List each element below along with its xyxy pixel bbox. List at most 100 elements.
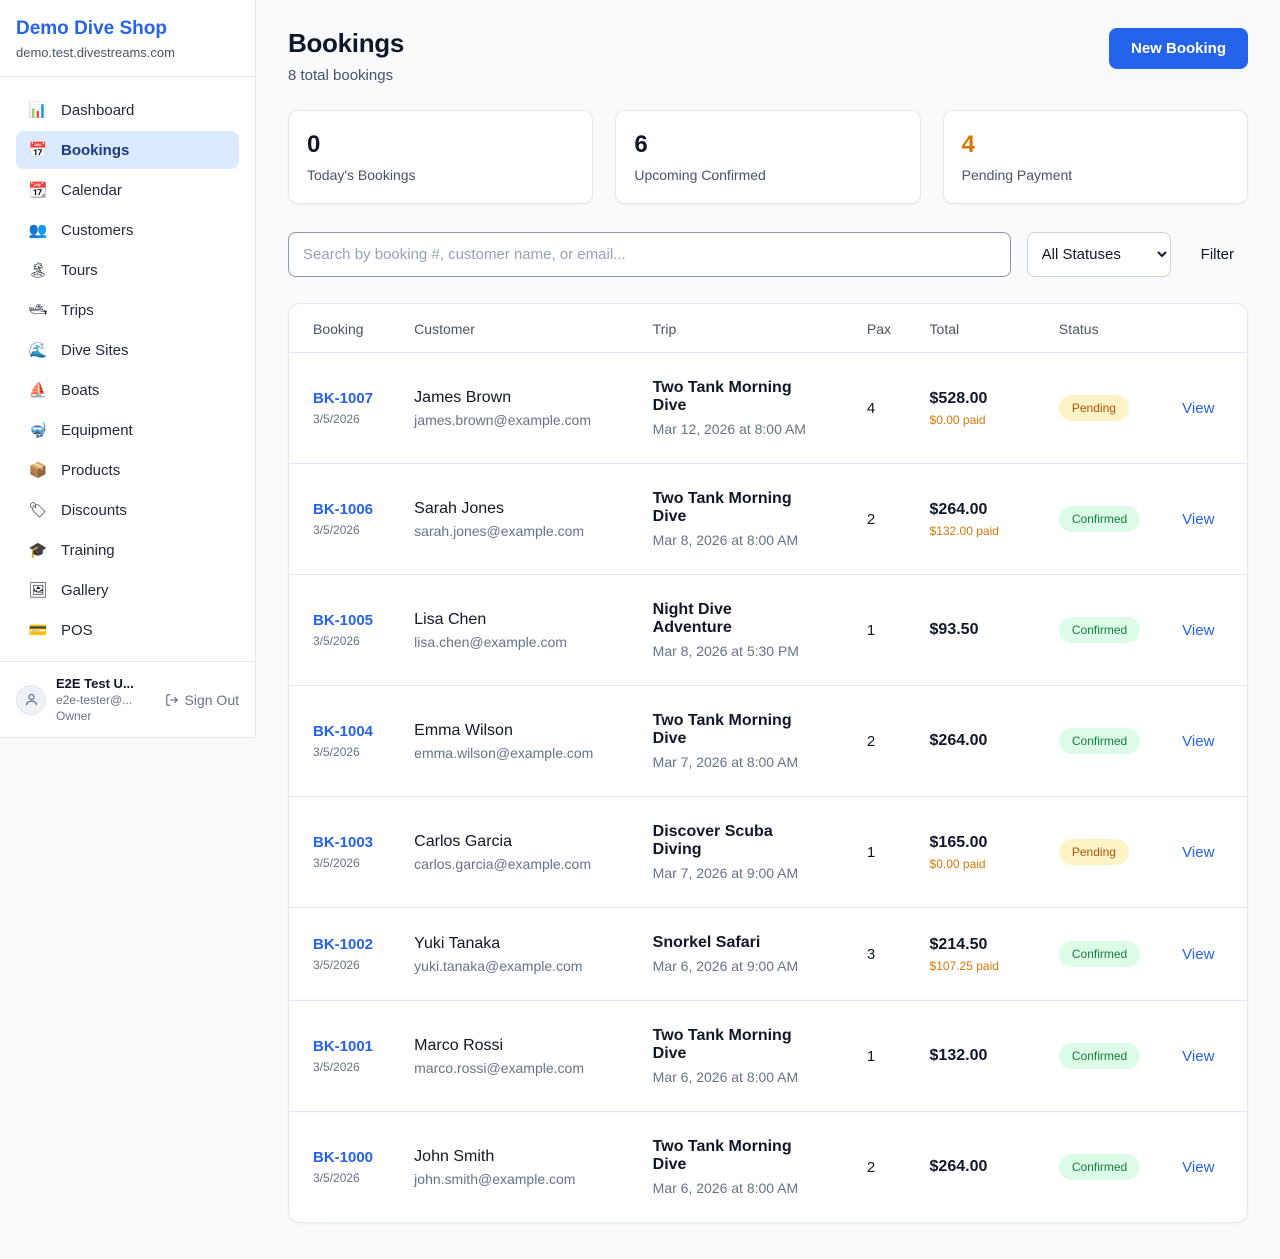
sidebar-item-label: Tours bbox=[61, 261, 98, 279]
boats-icon: ⛵ bbox=[28, 382, 48, 399]
table-row: BK-1004 3/5/2026 Emma Wilson emma.wilson… bbox=[289, 685, 1247, 797]
view-link[interactable]: View bbox=[1182, 843, 1215, 861]
brand-name: Demo Dive Shop bbox=[16, 18, 167, 39]
col-customer: Customer bbox=[414, 321, 475, 337]
col-pax: Pax bbox=[866, 321, 892, 337]
page-subtitle: 8 total bookings bbox=[288, 67, 394, 84]
stat-card: 6 Upcoming Confirmed bbox=[615, 110, 921, 204]
sidebar-item-calendar[interactable]: 📆 Calendar bbox=[16, 171, 239, 209]
booking-id-link[interactable]: BK-1006 bbox=[313, 501, 374, 518]
customer-email: james.brown@example.com bbox=[414, 411, 592, 428]
sidebar-item-equipment[interactable]: 🤿 Equipment bbox=[16, 411, 239, 449]
avatar bbox=[16, 684, 46, 715]
filter-row: All Statuses Filter bbox=[288, 232, 1248, 277]
sidebar-item-training[interactable]: 🎓 Training bbox=[16, 531, 239, 569]
sidebar-item-label: Discounts bbox=[61, 501, 127, 519]
total-amount: $528.00 bbox=[929, 389, 988, 407]
booking-date: 3/5/2026 bbox=[313, 958, 360, 972]
trip-datetime: Mar 8, 2026 at 5:30 PM bbox=[652, 643, 799, 659]
booking-id-link[interactable]: BK-1005 bbox=[313, 612, 374, 629]
table-row: BK-1005 3/5/2026 Lisa Chen lisa.chen@exa… bbox=[289, 574, 1247, 686]
sidebar-item-label: Products bbox=[61, 461, 121, 479]
sidebar-item-tours[interactable]: 🏝 Tours bbox=[16, 251, 239, 289]
sidebar-item-boats[interactable]: ⛵ Boats bbox=[16, 371, 239, 409]
new-booking-button[interactable]: New Booking bbox=[1108, 28, 1248, 69]
sidebar-item-products[interactable]: 📦 Products bbox=[16, 451, 239, 489]
pos-icon: 💳 bbox=[28, 622, 48, 639]
sidebar-item-label: Dashboard bbox=[61, 101, 135, 119]
booking-id-link[interactable]: BK-1007 bbox=[313, 390, 374, 407]
status-badge: Confirmed bbox=[1058, 941, 1141, 967]
customers-icon: 👥 bbox=[28, 222, 48, 239]
table-row: BK-1002 3/5/2026 Yuki Tanaka yuki.tanaka… bbox=[289, 907, 1247, 1001]
filter-button[interactable]: Filter bbox=[1200, 246, 1234, 263]
sidebar-item-label: Dive Sites bbox=[61, 341, 129, 359]
trip-name: Two Tank Morning Dive bbox=[652, 1027, 792, 1062]
view-link[interactable]: View bbox=[1182, 945, 1215, 963]
sidebar-item-label: Customers bbox=[61, 221, 134, 239]
booking-id-link[interactable]: BK-1001 bbox=[313, 1038, 374, 1055]
col-status: Status bbox=[1058, 321, 1099, 337]
dashboard-icon: 📊 bbox=[28, 102, 48, 119]
pax-count: 2 bbox=[866, 510, 876, 528]
stat-value: 0 bbox=[307, 131, 321, 158]
status-badge: Pending bbox=[1058, 839, 1129, 865]
brand: Demo Dive Shop demo.test.divestreams.com bbox=[0, 0, 255, 77]
view-link[interactable]: View bbox=[1182, 1158, 1215, 1176]
booking-date: 3/5/2026 bbox=[313, 856, 360, 870]
booking-date: 3/5/2026 bbox=[313, 523, 360, 537]
sidebar-footer: E2E Test U... e2e-tester@... Owner Sign … bbox=[0, 661, 255, 737]
view-link[interactable]: View bbox=[1182, 399, 1215, 417]
booking-id-link[interactable]: BK-1004 bbox=[313, 723, 374, 740]
sidebar-item-discounts[interactable]: 🏷 Discounts bbox=[16, 491, 239, 529]
search-input[interactable] bbox=[288, 232, 1011, 277]
customer-name: John Smith bbox=[414, 1147, 495, 1165]
booking-id-link[interactable]: BK-1003 bbox=[313, 834, 374, 851]
sidebar-item-pos[interactable]: 💳 POS bbox=[16, 611, 239, 649]
view-link[interactable]: View bbox=[1182, 732, 1215, 750]
brand-domain: demo.test.divestreams.com bbox=[16, 45, 175, 60]
table-row: BK-1006 3/5/2026 Sarah Jones sarah.jones… bbox=[289, 463, 1247, 575]
user-name: E2E Test U... bbox=[56, 676, 134, 691]
sign-out-button[interactable]: Sign Out bbox=[165, 692, 239, 708]
customer-email: emma.wilson@example.com bbox=[414, 744, 594, 761]
trip-datetime: Mar 7, 2026 at 9:00 AM bbox=[652, 865, 799, 881]
trip-name: Two Tank Morning Dive bbox=[652, 490, 792, 525]
sidebar-item-gallery[interactable]: 🖼 Gallery bbox=[16, 571, 239, 609]
view-link[interactable]: View bbox=[1182, 621, 1215, 639]
booking-id-link[interactable]: BK-1000 bbox=[313, 1149, 374, 1166]
col-booking: Booking bbox=[313, 321, 364, 337]
pax-count: 2 bbox=[866, 732, 876, 750]
calendar-icon: 📆 bbox=[28, 182, 48, 199]
trips-icon: 🛥 bbox=[28, 302, 48, 319]
sidebar-item-trips[interactable]: 🛥 Trips bbox=[16, 291, 239, 329]
customer-name: Yuki Tanaka bbox=[414, 934, 501, 952]
trip-name: Two Tank Morning Dive bbox=[652, 1138, 792, 1173]
customer-name: Lisa Chen bbox=[414, 610, 487, 628]
sidebar-item-customers[interactable]: 👥 Customers bbox=[16, 211, 239, 249]
pax-count: 4 bbox=[866, 399, 876, 417]
status-badge: Confirmed bbox=[1058, 506, 1141, 532]
user-info: E2E Test U... e2e-tester@... Owner bbox=[56, 676, 155, 723]
table-row: BK-1001 3/5/2026 Marco Rossi marco.rossi… bbox=[289, 1000, 1247, 1112]
sidebar-item-dashboard[interactable]: 📊 Dashboard bbox=[16, 91, 239, 129]
table-row: BK-1000 3/5/2026 John Smith john.smith@e… bbox=[289, 1111, 1247, 1223]
status-badge: Confirmed bbox=[1058, 1043, 1141, 1069]
trip-datetime: Mar 6, 2026 at 9:00 AM bbox=[652, 958, 799, 974]
booking-id-link[interactable]: BK-1002 bbox=[313, 936, 374, 953]
status-select[interactable]: All Statuses bbox=[1026, 232, 1171, 277]
customer-name: Emma Wilson bbox=[414, 721, 513, 739]
view-link[interactable]: View bbox=[1182, 510, 1215, 528]
sidebar-item-label: Bookings bbox=[61, 141, 130, 159]
status-badge: Confirmed bbox=[1058, 617, 1141, 643]
total-amount: $264.00 bbox=[929, 732, 988, 749]
sidebar-item-bookings[interactable]: 📅 Bookings bbox=[16, 131, 239, 169]
sidebar-item-dive-sites[interactable]: 🌊 Dive Sites bbox=[16, 331, 239, 369]
booking-date: 3/5/2026 bbox=[313, 634, 360, 648]
view-link[interactable]: View bbox=[1182, 1047, 1215, 1065]
paid-amount: $0.00 paid bbox=[929, 856, 986, 871]
total-amount: $93.50 bbox=[929, 621, 979, 638]
stats-row: 0 Today's Bookings 6 Upcoming Confirmed … bbox=[288, 110, 1248, 204]
dive-sites-icon: 🌊 bbox=[28, 342, 48, 359]
booking-date: 3/5/2026 bbox=[313, 1060, 360, 1074]
